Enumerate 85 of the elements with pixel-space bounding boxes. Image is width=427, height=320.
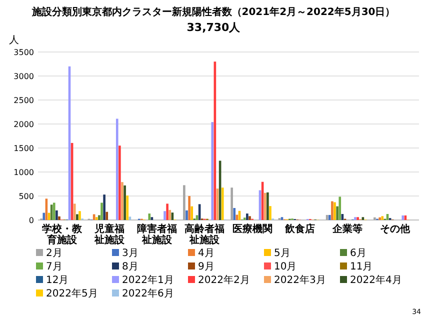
bar bbox=[118, 146, 121, 220]
bar bbox=[106, 212, 108, 220]
bar bbox=[248, 216, 251, 220]
legend-label: 2月 bbox=[46, 248, 62, 259]
y-tick-label: 2000 bbox=[14, 120, 34, 129]
legend-label: 4月 bbox=[198, 248, 214, 259]
bar bbox=[230, 188, 233, 220]
bar bbox=[356, 217, 359, 220]
bar bbox=[378, 217, 381, 220]
bar bbox=[374, 217, 376, 220]
legend-label: 2022年4月 bbox=[350, 274, 402, 286]
bar bbox=[52, 202, 56, 220]
chart-title: 施設分類別東京都内クラスター新規陽性者数（2021年2月～2022年5月30日） bbox=[30, 6, 396, 18]
legend-label: 10月 bbox=[274, 262, 297, 272]
legend-label: 11月 bbox=[350, 262, 373, 272]
bar bbox=[58, 216, 60, 220]
bar bbox=[76, 214, 78, 220]
bar bbox=[381, 216, 384, 220]
bar bbox=[166, 204, 168, 220]
bar bbox=[266, 192, 269, 220]
bar bbox=[328, 214, 331, 220]
bar bbox=[221, 188, 224, 220]
bar bbox=[42, 212, 46, 220]
bar bbox=[190, 206, 194, 220]
bar bbox=[336, 206, 338, 220]
x-tick-label: 医療機関 bbox=[232, 223, 272, 235]
legend-label: 7月 bbox=[46, 262, 62, 272]
bar bbox=[186, 210, 188, 220]
bar bbox=[338, 196, 342, 220]
bar bbox=[78, 211, 81, 220]
bar bbox=[116, 118, 118, 220]
bar bbox=[334, 202, 336, 220]
legend-label: 3月 bbox=[122, 248, 138, 259]
bar bbox=[121, 182, 124, 220]
bar bbox=[196, 215, 198, 220]
bar bbox=[331, 201, 334, 220]
x-tick-label: 企業等 bbox=[332, 223, 363, 235]
bar bbox=[92, 214, 96, 220]
bar bbox=[128, 216, 132, 220]
x-tick-label: その他 bbox=[380, 223, 412, 235]
x-tick-label: 児童福祉施設 bbox=[93, 223, 126, 246]
legend-label: 9月 bbox=[198, 262, 214, 272]
bar bbox=[126, 196, 129, 220]
bar bbox=[188, 196, 190, 220]
bar bbox=[264, 192, 266, 220]
y-tick-label: 3000 bbox=[14, 72, 34, 81]
y-tick-label: 0 bbox=[28, 216, 34, 225]
legend-label: 2022年1月 bbox=[122, 274, 174, 286]
legend-label: 2022年6月 bbox=[122, 288, 174, 300]
bar bbox=[402, 215, 404, 220]
bar bbox=[100, 202, 103, 220]
bar bbox=[148, 214, 151, 220]
bar bbox=[95, 217, 98, 220]
bar bbox=[211, 122, 214, 220]
legend-label: 5月 bbox=[274, 248, 290, 259]
bar bbox=[56, 210, 58, 220]
y-tick-label: 1000 bbox=[14, 168, 34, 177]
legend-label: 12月 bbox=[46, 275, 69, 286]
x-tick-label: 障害者福祉施設 bbox=[137, 223, 178, 246]
x-tick-label: 高齢者福祉施設 bbox=[184, 223, 225, 246]
bar bbox=[236, 214, 238, 220]
legend-label: 2022年3月 bbox=[274, 274, 326, 286]
bar bbox=[103, 194, 106, 220]
bar bbox=[183, 185, 186, 220]
y-tick-label: 1500 bbox=[14, 144, 34, 153]
y-axis-title: 人 bbox=[9, 35, 19, 46]
bar bbox=[73, 204, 76, 220]
y-tick-label: 500 bbox=[18, 192, 34, 201]
bar bbox=[164, 211, 166, 220]
x-tick-label: 飲食店 bbox=[284, 223, 315, 235]
bar bbox=[246, 214, 248, 220]
chart-subtitle: 33,730人 bbox=[186, 21, 242, 34]
x-tick-label: 学校・教育施設 bbox=[42, 223, 83, 246]
bar bbox=[98, 215, 100, 220]
bar bbox=[124, 185, 126, 220]
bar bbox=[168, 210, 172, 220]
y-tick-label: 3500 bbox=[14, 48, 34, 57]
bar bbox=[269, 206, 272, 220]
legend-label: 6月 bbox=[350, 248, 366, 259]
bar bbox=[233, 208, 236, 220]
bar bbox=[354, 217, 356, 220]
legend-label: 2022年5月 bbox=[46, 288, 98, 300]
legend-label: 8月 bbox=[122, 262, 138, 272]
y-tick-label: 2500 bbox=[14, 96, 34, 105]
legend-label: 2022年2月 bbox=[198, 274, 250, 286]
